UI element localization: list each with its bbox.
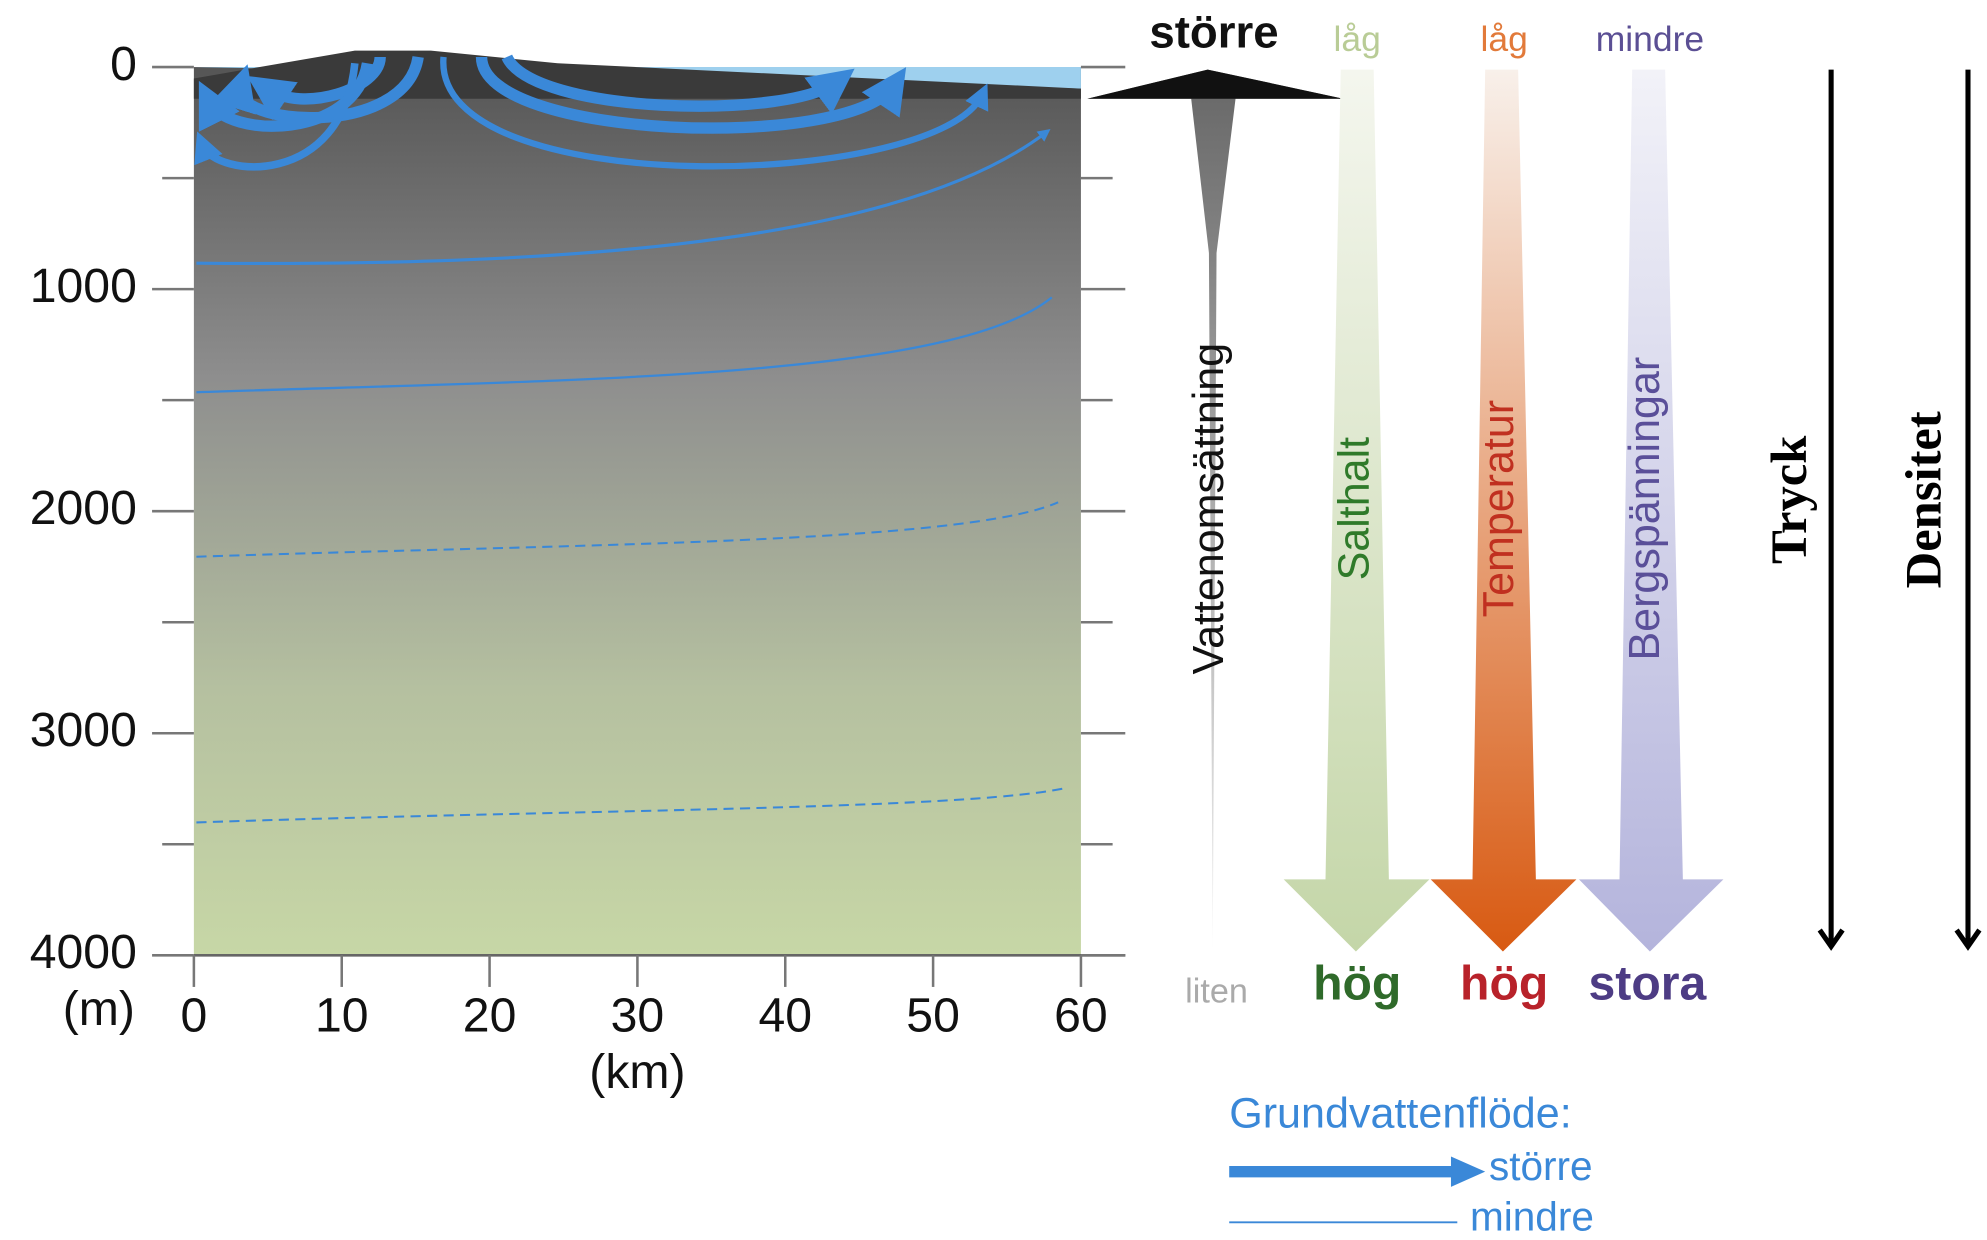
density-arrow-head <box>1954 928 1982 951</box>
axes: (m) (km) 0 1000 2000 3000 4000 0 10 20 30 40 50 60 <box>30 37 1126 1099</box>
column-label: Salthalt <box>1331 437 1379 581</box>
turnover-shape <box>1087 69 1344 949</box>
column-top: mindre <box>1596 19 1704 59</box>
x-tick-label: 0 <box>180 988 207 1042</box>
y-tick-label: 3000 <box>30 703 137 757</box>
flow-line <box>501 53 855 115</box>
flow-line <box>196 296 1053 394</box>
y-tick-label: 1000 <box>30 259 137 313</box>
y-axis-unit: (m) <box>63 982 135 1036</box>
pressure-arrow-head <box>1817 928 1845 951</box>
temperature-arrow <box>1430 69 1577 952</box>
property-columns: större låg låg mindre liten hög hög stor… <box>1087 6 1982 1011</box>
legend-item: större <box>1489 1143 1593 1189</box>
x-tick-label: 30 <box>611 988 665 1042</box>
stress-arrow <box>1578 69 1724 952</box>
flow-line <box>196 787 1065 824</box>
x-tick-label: 50 <box>906 988 960 1042</box>
flow-line <box>194 62 359 171</box>
sea <box>193 67 1081 89</box>
flow-line <box>196 129 1051 266</box>
legend-item: mindre <box>1470 1193 1594 1239</box>
column-bottom: hög <box>1313 957 1401 1011</box>
cross-section <box>193 50 1081 956</box>
flow-line <box>247 56 386 121</box>
column-label: Temperatur <box>1475 400 1523 618</box>
flow-line <box>440 56 989 170</box>
column-top: större <box>1149 6 1278 57</box>
column-bottom: stora <box>1589 957 1708 1011</box>
x-tick-label: 60 <box>1054 988 1108 1042</box>
column-label: Tryck <box>1761 435 1817 564</box>
flow-line <box>198 61 374 132</box>
flow-line <box>475 56 907 134</box>
x-axis-unit: (km) <box>589 1045 685 1099</box>
x-tick-label: 10 <box>315 988 369 1042</box>
column-label: Densitet <box>1895 411 1951 588</box>
salinity-arrow <box>1283 69 1430 952</box>
legend-title: Grundvattenflöde: <box>1229 1089 1571 1137</box>
column-top: låg <box>1334 19 1381 59</box>
column-bottom: liten <box>1185 972 1248 1010</box>
y-tick-label: 2000 <box>30 481 137 535</box>
column-label: Vattenomsättning <box>1185 343 1233 675</box>
flow-line <box>196 501 1059 558</box>
column-bottom: hög <box>1460 957 1548 1011</box>
rock <box>193 67 1081 956</box>
column-label: Bergspänningar <box>1621 357 1669 661</box>
turnover-top <box>1087 69 1344 99</box>
y-tick-label: 0 <box>110 37 137 91</box>
legend: Grundvattenflöde: större mindre <box>1229 1089 1594 1239</box>
x-tick-label: 40 <box>758 988 812 1042</box>
y-tick-label: 4000 <box>30 925 137 979</box>
legend-symbol <box>1450 1156 1486 1187</box>
x-tick-label: 20 <box>463 988 517 1042</box>
column-top: låg <box>1481 19 1528 59</box>
